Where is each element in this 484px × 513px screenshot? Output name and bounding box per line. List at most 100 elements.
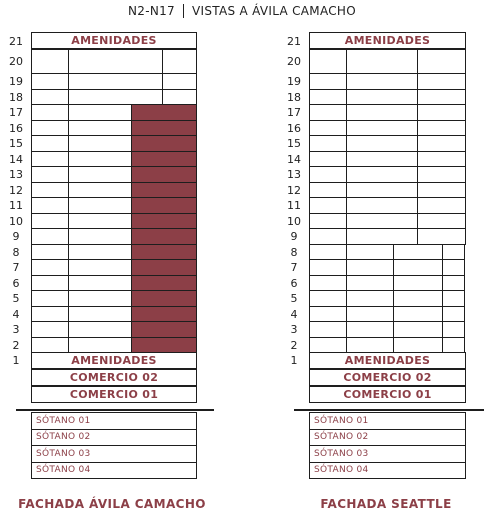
floor-4-unit <box>131 305 197 322</box>
basement-level: SÓTANO 02 <box>31 428 197 446</box>
title-code: N2-N17 <box>128 4 175 18</box>
floor-number: 2 <box>12 338 20 352</box>
floor-14-unit <box>309 150 347 167</box>
floor-11-unit <box>68 197 132 214</box>
basement-level: SÓTANO 03 <box>309 445 466 463</box>
floor-number: 10 <box>9 214 23 228</box>
floor-17-unit <box>417 104 466 121</box>
floor-number: 12 <box>287 183 301 197</box>
floor-3-unit <box>346 321 394 338</box>
floor-12-unit <box>31 181 69 198</box>
floor-5-unit <box>68 290 132 307</box>
floor-number: 4 <box>290 307 298 321</box>
floor-12-unit <box>131 181 197 198</box>
amenidades-top: AMENIDADES <box>309 32 466 49</box>
floor-number: 17 <box>287 106 301 119</box>
floor-5-unit <box>346 290 394 307</box>
floor-18-unit <box>346 88 418 105</box>
floor-6-unit <box>31 274 69 291</box>
floor-number: 20 <box>287 55 301 68</box>
floor-10-unit <box>309 212 347 229</box>
floor-13-unit <box>131 166 197 183</box>
caption-left: FACHADA ÁVILA CAMACHO <box>18 497 206 511</box>
floor-15-unit <box>31 135 69 152</box>
floor-14-unit <box>417 150 466 167</box>
floor-number: 13 <box>9 168 23 181</box>
floor-4-unit <box>393 305 443 322</box>
floor-number: 10 <box>287 214 301 228</box>
floor-11-unit <box>31 197 69 214</box>
floor-number: 7 <box>12 261 20 274</box>
floor-13-unit <box>68 166 132 183</box>
floor-5-unit <box>393 290 443 307</box>
floor-number: 12 <box>9 183 23 197</box>
floor-19-unit <box>31 73 69 90</box>
floor-number: 15 <box>9 137 23 150</box>
floor-13-unit <box>346 166 418 183</box>
floor-12-unit <box>417 181 466 198</box>
floor-19-unit <box>346 73 418 90</box>
floor-7-unit <box>309 259 347 276</box>
floor-8-unit <box>346 243 394 260</box>
floor-number: 1 <box>290 354 298 367</box>
floor-6-unit <box>309 274 347 291</box>
floor-18-unit <box>31 88 69 105</box>
floor-5-unit <box>31 290 69 307</box>
floor-20-unit <box>309 49 347 74</box>
floor-12-unit <box>346 181 418 198</box>
floor-5-unit <box>309 290 347 307</box>
floor-number: 7 <box>290 261 298 274</box>
amenidades-top: AMENIDADES <box>31 32 197 49</box>
floor-15-unit <box>309 135 347 152</box>
floor-16-unit <box>346 119 418 136</box>
floor-18-unit <box>417 88 466 105</box>
floor-7-unit <box>393 259 443 276</box>
floor-18-unit <box>68 88 163 105</box>
floor-19-unit <box>162 73 197 90</box>
ground-line-left <box>16 409 214 411</box>
floor-7-unit <box>68 259 132 276</box>
floor-16-unit <box>68 119 132 136</box>
basement-level: SÓTANO 04 <box>309 461 466 479</box>
floor-20-unit <box>346 49 418 74</box>
floor-10-unit <box>131 212 197 229</box>
floor-number: 19 <box>9 75 23 88</box>
floor-2-unit <box>31 336 69 353</box>
floor-number: 11 <box>287 199 301 212</box>
floor-13-unit <box>417 166 466 183</box>
floor-6-unit <box>131 274 197 291</box>
title-separator <box>183 4 184 18</box>
floor-number: 5 <box>290 292 298 305</box>
floor-11-unit <box>417 197 466 214</box>
floor-number: 4 <box>12 307 20 321</box>
amenidades-bottom: AMENIDADES <box>31 352 197 369</box>
floor-15-unit <box>346 135 418 152</box>
floor-number: 21 <box>9 35 23 48</box>
floor-15-unit <box>68 135 132 152</box>
floor-16-unit <box>309 119 347 136</box>
floor-number: 5 <box>12 292 20 305</box>
comercio-01: COMERCIO 01 <box>31 386 197 403</box>
floor-9-unit <box>309 228 347 245</box>
floor-14-unit <box>31 150 69 167</box>
basement-level: SÓTANO 01 <box>309 412 466 430</box>
floor-number: 11 <box>9 199 23 212</box>
floor-17-unit <box>31 104 69 121</box>
floor-4-unit <box>68 305 132 322</box>
floor-number: 16 <box>287 121 301 135</box>
floor-3-unit <box>309 321 347 338</box>
floor-9-unit <box>31 228 69 245</box>
floor-number: 2 <box>290 338 298 352</box>
floor-4-unit <box>346 305 394 322</box>
floor-number: 13 <box>287 168 301 181</box>
floor-3-unit <box>31 321 69 338</box>
title-text: VISTAS A ÁVILA CAMACHO <box>192 4 356 18</box>
floor-6-unit <box>442 274 465 291</box>
floor-19-unit <box>68 73 163 90</box>
amenidades-bottom: AMENIDADES <box>309 352 466 369</box>
floor-5-unit <box>131 290 197 307</box>
comercio-01: COMERCIO 01 <box>309 386 466 403</box>
floor-number: 9 <box>12 230 20 243</box>
floor-6-unit <box>393 274 443 291</box>
floor-5-unit <box>442 290 465 307</box>
